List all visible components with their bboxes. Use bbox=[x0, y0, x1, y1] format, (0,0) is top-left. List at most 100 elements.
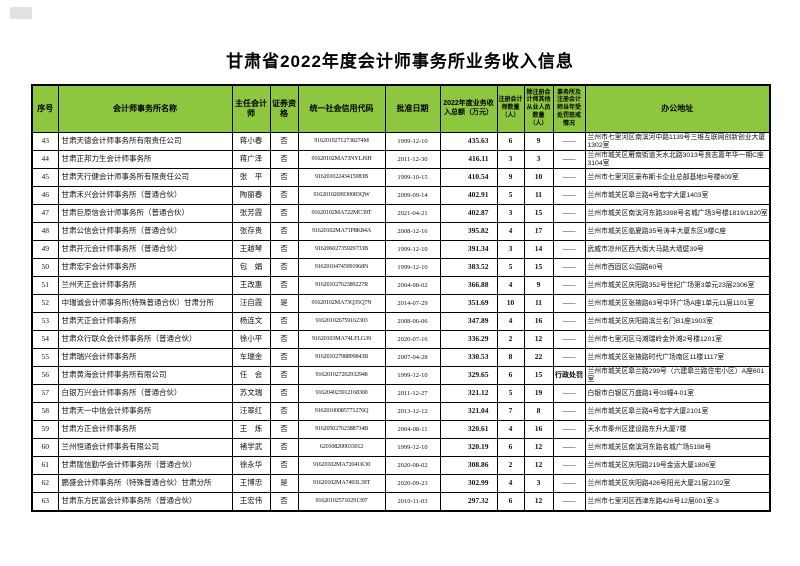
cell-addr: 兰州市七里河区豪布斯卡企业总部基地3号楼609室 bbox=[584, 168, 771, 187]
table-row: 61 甘肃陇信勤华会计师事务所（普通合伙） 徐永华否 91620102MA72041K… bbox=[31, 456, 771, 475]
cell-chief: 张存贵 bbox=[231, 222, 271, 241]
cell-punish: —— bbox=[552, 384, 586, 403]
cell-no: 44 bbox=[31, 150, 59, 169]
col-header-cpa: 注册会计师数量（人） bbox=[496, 84, 525, 133]
cell-no: 48 bbox=[31, 222, 59, 241]
cell-name: 甘肃开元会计师事务所（普通合伙） bbox=[57, 240, 233, 259]
col-header-date: 批准日期 bbox=[384, 84, 441, 133]
cell-addr: 兰州市西固区公园路60号 bbox=[584, 258, 771, 277]
cell-date: 2014-07-29 bbox=[384, 294, 441, 313]
cell-cpa: 6 bbox=[496, 132, 525, 151]
cell-staff: 14 bbox=[523, 240, 554, 259]
cell-no: 63 bbox=[31, 492, 59, 511]
table-row: 56 甘肃黄海会计师事务所有限公司任 会否 916201027202932948 19… bbox=[31, 366, 771, 385]
cell-income: 410.54 bbox=[439, 168, 498, 187]
table-row: 52 中瑞诚会计师事务所(特殊普通合伙）甘肃分所 汪自霞是 91620102MA73Q… bbox=[31, 294, 771, 313]
cell-punish: —— bbox=[552, 438, 586, 457]
cell-staff: 16 bbox=[523, 312, 554, 331]
cell-code: 91620102MA71P8K84A bbox=[297, 222, 386, 241]
cell-staff: 11 bbox=[523, 294, 554, 313]
cell-date: 2010-11-03 bbox=[384, 492, 441, 511]
cell-code: 91620102MA73Q35Q7N bbox=[297, 294, 386, 313]
cell-cpa: 2 bbox=[496, 456, 525, 475]
cell-cpa: 8 bbox=[496, 348, 525, 367]
cell-cpa: 2 bbox=[496, 330, 525, 349]
page-title: 甘肃省2022年度会计师事务所业务收入信息 bbox=[226, 52, 574, 71]
cell-name: 白银万兴会计师事务所（普通合伙） bbox=[57, 384, 233, 403]
col-header-chief: 主任会计师 bbox=[231, 84, 271, 133]
cell-sec: 是 bbox=[269, 294, 299, 313]
cell-sec: 否 bbox=[269, 312, 299, 331]
cell-code: 9162010269030083QW bbox=[297, 186, 386, 205]
cell-chief: 任 会 bbox=[231, 366, 271, 385]
cell-no: 61 bbox=[31, 456, 59, 475]
cell-no: 58 bbox=[31, 402, 59, 421]
cell-income: 320.61 bbox=[439, 420, 498, 439]
table-row: 63 甘肃东方民富会计师事务所（普通合伙） 王宏伟否 9162010257102913… bbox=[31, 492, 771, 511]
col-header-income: 2022年度业务收入总额（万元） bbox=[439, 84, 498, 133]
cell-date: 1999-12-10 bbox=[384, 240, 441, 259]
cell-no: 59 bbox=[31, 420, 59, 439]
table-row: 60 兰州恒通会计师事务有限公司 褚学武否 620108200033012 1999-1… bbox=[31, 438, 771, 457]
cell-punish: —— bbox=[552, 348, 586, 367]
cell-name: 中瑞诚会计师事务所(特殊普通合伙）甘肃分所 bbox=[57, 294, 233, 313]
cell-date: 2020-08-02 bbox=[384, 456, 441, 475]
cell-addr: 天水市秦州区建设路东升大厦7楼 bbox=[584, 420, 771, 439]
cell-sec: 否 bbox=[269, 276, 299, 295]
cell-sec: 否 bbox=[269, 222, 299, 241]
table-row: 48 甘肃公信会计师事务所（普通合伙） 张存贵否 91620102MA71P8K84A… bbox=[31, 222, 771, 241]
cell-no: 56 bbox=[31, 366, 59, 385]
cell-no: 50 bbox=[31, 258, 59, 277]
cell-cpa: 4 bbox=[496, 276, 525, 295]
cell-income: 383.52 bbox=[439, 258, 498, 277]
cell-code: 91620102MA73NYLJ6H bbox=[297, 150, 386, 169]
cell-cpa: 7 bbox=[496, 402, 525, 421]
cell-punish: —— bbox=[552, 456, 586, 475]
col-header-no: 序号 bbox=[31, 84, 59, 133]
cell-cpa: 5 bbox=[496, 384, 525, 403]
cell-punish: —— bbox=[552, 402, 586, 421]
cell-name: 甘肃天德会计师事务所有限责任公司 bbox=[57, 132, 233, 151]
cell-chief: 陶丽春 bbox=[231, 186, 271, 205]
cell-code: 916201025710291397 bbox=[297, 492, 386, 511]
cell-punish: —— bbox=[552, 150, 586, 169]
table-row: 53 甘肃天正会计师事务所 杨连文否 916201026759162303 2008-0… bbox=[31, 312, 771, 331]
cell-addr: 兰州市城关区庆阳路426号阳光大厦21层2102室 bbox=[584, 474, 771, 493]
cell-staff: 12 bbox=[523, 438, 554, 457]
cell-code: 91620102MA7493L39T bbox=[297, 474, 386, 493]
cell-staff: 8 bbox=[523, 402, 554, 421]
cell-cpa: 3 bbox=[496, 150, 525, 169]
cell-income: 320.19 bbox=[439, 438, 498, 457]
cell-income: 395.82 bbox=[439, 222, 498, 241]
cell-chief: 车瑞金 bbox=[231, 348, 271, 367]
cell-sec: 否 bbox=[269, 258, 299, 277]
cell-punish: 行政处罚 bbox=[552, 366, 586, 385]
table-row: 59 甘肃方正会计师事务所王 炼否 91620502762388734B 2004-0… bbox=[31, 420, 771, 439]
cell-cpa: 4 bbox=[496, 474, 525, 493]
cell-staff: 19 bbox=[523, 384, 554, 403]
col-header-sec: 证券资格 bbox=[269, 84, 299, 133]
cell-chief: 王 炼 bbox=[231, 420, 271, 439]
cell-chief: 包 娟 bbox=[231, 258, 271, 277]
cell-addr: 兰州市城关区南滨河东路3398号名城广场3号楼1819/1820室 bbox=[584, 204, 771, 223]
cell-income: 402.87 bbox=[439, 204, 498, 223]
cell-addr: 兰州市城关区庆阳路219号金运大厦1806室 bbox=[584, 456, 771, 475]
cell-cpa: 4 bbox=[496, 312, 525, 331]
cell-cpa: 6 bbox=[496, 366, 525, 385]
cell-no: 46 bbox=[31, 186, 59, 205]
cell-name: 甘肃天一中信会计师事务所 bbox=[57, 402, 233, 421]
cell-punish: —— bbox=[552, 168, 586, 187]
cell-name: 甘肃东方民富会计师事务所（普通合伙） bbox=[57, 492, 233, 511]
cell-date: 1999-12-10 bbox=[384, 366, 441, 385]
cell-no: 54 bbox=[31, 330, 59, 349]
cell-chief: 褚学武 bbox=[231, 438, 271, 457]
cell-name: 兰州恒通会计师事务有限公司 bbox=[57, 438, 233, 457]
cell-chief: 王改惠 bbox=[231, 276, 271, 295]
cell-punish: —— bbox=[552, 330, 586, 349]
cell-chief: 蒋广泽 bbox=[231, 150, 271, 169]
cell-chief: 杨连文 bbox=[231, 312, 271, 331]
cell-income: 297.32 bbox=[439, 492, 498, 511]
cell-no: 43 bbox=[31, 132, 59, 151]
cell-date: 1999-12-10 bbox=[384, 132, 441, 151]
